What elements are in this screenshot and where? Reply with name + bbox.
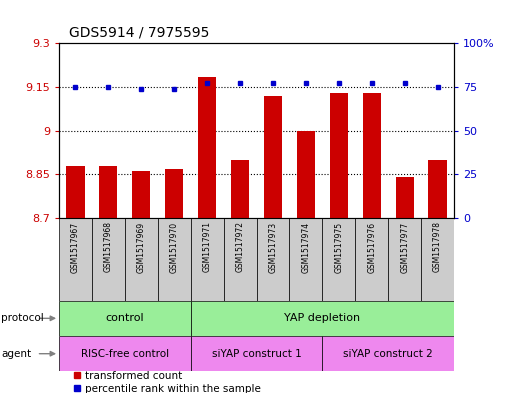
- Bar: [330, 93, 348, 218]
- Bar: [59, 301, 191, 336]
- Bar: [191, 336, 322, 371]
- Text: siYAP construct 2: siYAP construct 2: [343, 349, 433, 359]
- Text: YAP depletion: YAP depletion: [284, 313, 361, 323]
- Bar: [132, 171, 150, 218]
- Text: GSM1517968: GSM1517968: [104, 221, 113, 272]
- Bar: [100, 165, 117, 218]
- Text: GDS5914 / 7975595: GDS5914 / 7975595: [69, 25, 210, 39]
- Text: GSM1517972: GSM1517972: [235, 221, 245, 272]
- Text: GSM1517971: GSM1517971: [203, 221, 212, 272]
- Bar: [92, 218, 125, 301]
- Bar: [363, 93, 381, 218]
- Bar: [59, 218, 92, 301]
- Bar: [396, 177, 413, 218]
- Bar: [224, 218, 256, 301]
- Bar: [421, 218, 454, 301]
- Text: protocol: protocol: [1, 313, 44, 323]
- Bar: [322, 336, 454, 371]
- Bar: [388, 218, 421, 301]
- Text: control: control: [106, 313, 144, 323]
- Bar: [355, 218, 388, 301]
- Text: GSM1517977: GSM1517977: [400, 221, 409, 272]
- Text: GSM1517975: GSM1517975: [334, 221, 343, 272]
- Text: GSM1517969: GSM1517969: [137, 221, 146, 272]
- Bar: [59, 336, 191, 371]
- Legend: transformed count, percentile rank within the sample: transformed count, percentile rank withi…: [74, 371, 261, 393]
- Text: GSM1517970: GSM1517970: [170, 221, 179, 272]
- Bar: [264, 96, 282, 218]
- Text: GSM1517973: GSM1517973: [268, 221, 278, 272]
- Text: GSM1517967: GSM1517967: [71, 221, 80, 272]
- Bar: [231, 160, 249, 218]
- Bar: [289, 218, 322, 301]
- Bar: [191, 301, 454, 336]
- Text: GSM1517978: GSM1517978: [433, 221, 442, 272]
- Text: GSM1517974: GSM1517974: [301, 221, 310, 272]
- Bar: [191, 218, 224, 301]
- Bar: [256, 218, 289, 301]
- Bar: [198, 77, 216, 218]
- Text: siYAP construct 1: siYAP construct 1: [212, 349, 301, 359]
- Bar: [66, 165, 85, 218]
- Text: agent: agent: [1, 349, 31, 359]
- Bar: [125, 218, 158, 301]
- Text: GSM1517976: GSM1517976: [367, 221, 376, 272]
- Bar: [428, 160, 447, 218]
- Bar: [297, 131, 315, 218]
- Bar: [322, 218, 355, 301]
- Bar: [158, 218, 191, 301]
- Text: RISC-free control: RISC-free control: [81, 349, 169, 359]
- Bar: [165, 169, 183, 218]
